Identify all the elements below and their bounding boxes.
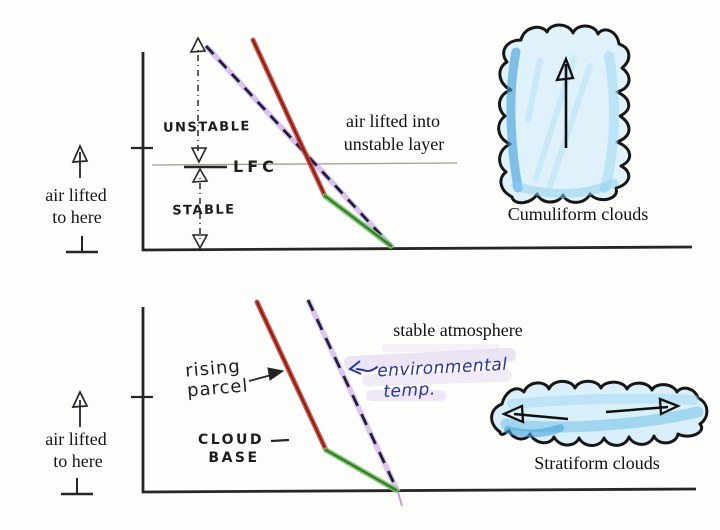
rising-parcel-line2: parcel (186, 375, 249, 401)
top-air-lifted-label: air lifted to here (45, 143, 107, 254)
bottom-left-label-line1: air lifted (45, 429, 106, 449)
highlight-stroke (362, 369, 512, 387)
highlight-stroke (344, 347, 516, 371)
cloud-shade-band (507, 393, 699, 409)
env-temp-tail (397, 491, 403, 507)
bottom-left-label-line2: to here (53, 451, 102, 471)
cloud-shade-band (500, 406, 704, 433)
cloud-shade-left (506, 47, 523, 193)
top-panel: air lifted to here UNSTABLE LFC STABLE (45, 23, 693, 254)
spread-arrow-left-icon (501, 404, 525, 424)
stable-span: STABLE (172, 167, 236, 250)
cumuliform-cloud-outline (497, 23, 631, 205)
arrowhead-up-icon (191, 167, 209, 183)
cumuliform-caption: Cumuliform clouds (508, 204, 649, 224)
bottom-axes (141, 307, 697, 494)
top-parcel-line (252, 39, 326, 197)
top-annotation-line2: unstable layer (344, 134, 444, 154)
up-arrow-icon (71, 143, 89, 163)
top-left-label-line2: to here (52, 207, 101, 227)
env-temp-arrow-icon (348, 360, 362, 375)
top-dry-adiabat-line (323, 194, 393, 248)
rising-parcel-label: rising parcel (184, 356, 249, 402)
highlight-stroke (366, 390, 446, 401)
highlight-stroke (382, 344, 500, 352)
updraft-arrow-icon (555, 55, 575, 82)
stable-atmosphere-label: stable atmosphere (393, 320, 522, 340)
cloud-base-line1: CLOUD (198, 432, 264, 448)
unstable-label: UNSTABLE (163, 119, 251, 136)
stratiform-cloud (490, 379, 709, 447)
bottom-panel: air lifted to here rising parcel (45, 298, 709, 507)
cloud-base-dash (270, 438, 290, 443)
arrowhead-down-icon (190, 147, 208, 164)
unstable-span: UNSTABLE (163, 36, 251, 164)
cloud-shade-bottom (511, 178, 619, 199)
bottom-dry-adiabat-line (324, 448, 398, 492)
cumuliform-cloud (497, 23, 631, 205)
highlighter-smudges (344, 344, 516, 401)
cloud-shade-patch (504, 424, 564, 438)
rising-parcel-arrow-icon (267, 367, 285, 381)
bottom-air-lifted-label: air lifted to here (45, 390, 107, 496)
arrowhead-up-icon (189, 36, 207, 53)
cloud-shade-right (600, 51, 619, 193)
top-env-temp-line (204, 45, 394, 248)
top-annotation-line1: air lifted into (346, 111, 440, 131)
top-axes (141, 52, 693, 252)
env-temp-line2: temp. (383, 379, 436, 402)
lfc-line (151, 162, 458, 166)
bottom-parcel-line (256, 301, 327, 451)
top-left-label-line1: air lifted (45, 185, 106, 205)
env-temp-arrow-shaft (356, 366, 378, 372)
up-arrow-icon (71, 390, 89, 408)
rising-parcel-line1: rising (184, 356, 241, 382)
cloud-base-line2: BASE (208, 450, 259, 466)
lfc-label: LFC (233, 157, 278, 176)
stable-label: STABLE (172, 202, 236, 218)
bottom-env-temp-line (306, 299, 400, 493)
arrowhead-down-icon (191, 234, 209, 250)
stratiform-caption: Stratiform clouds (534, 453, 659, 473)
cloud-base-label: CLOUD BASE (198, 432, 290, 466)
spread-arrow-right-shaft (605, 405, 669, 414)
spread-arrow-right-icon (658, 397, 681, 416)
